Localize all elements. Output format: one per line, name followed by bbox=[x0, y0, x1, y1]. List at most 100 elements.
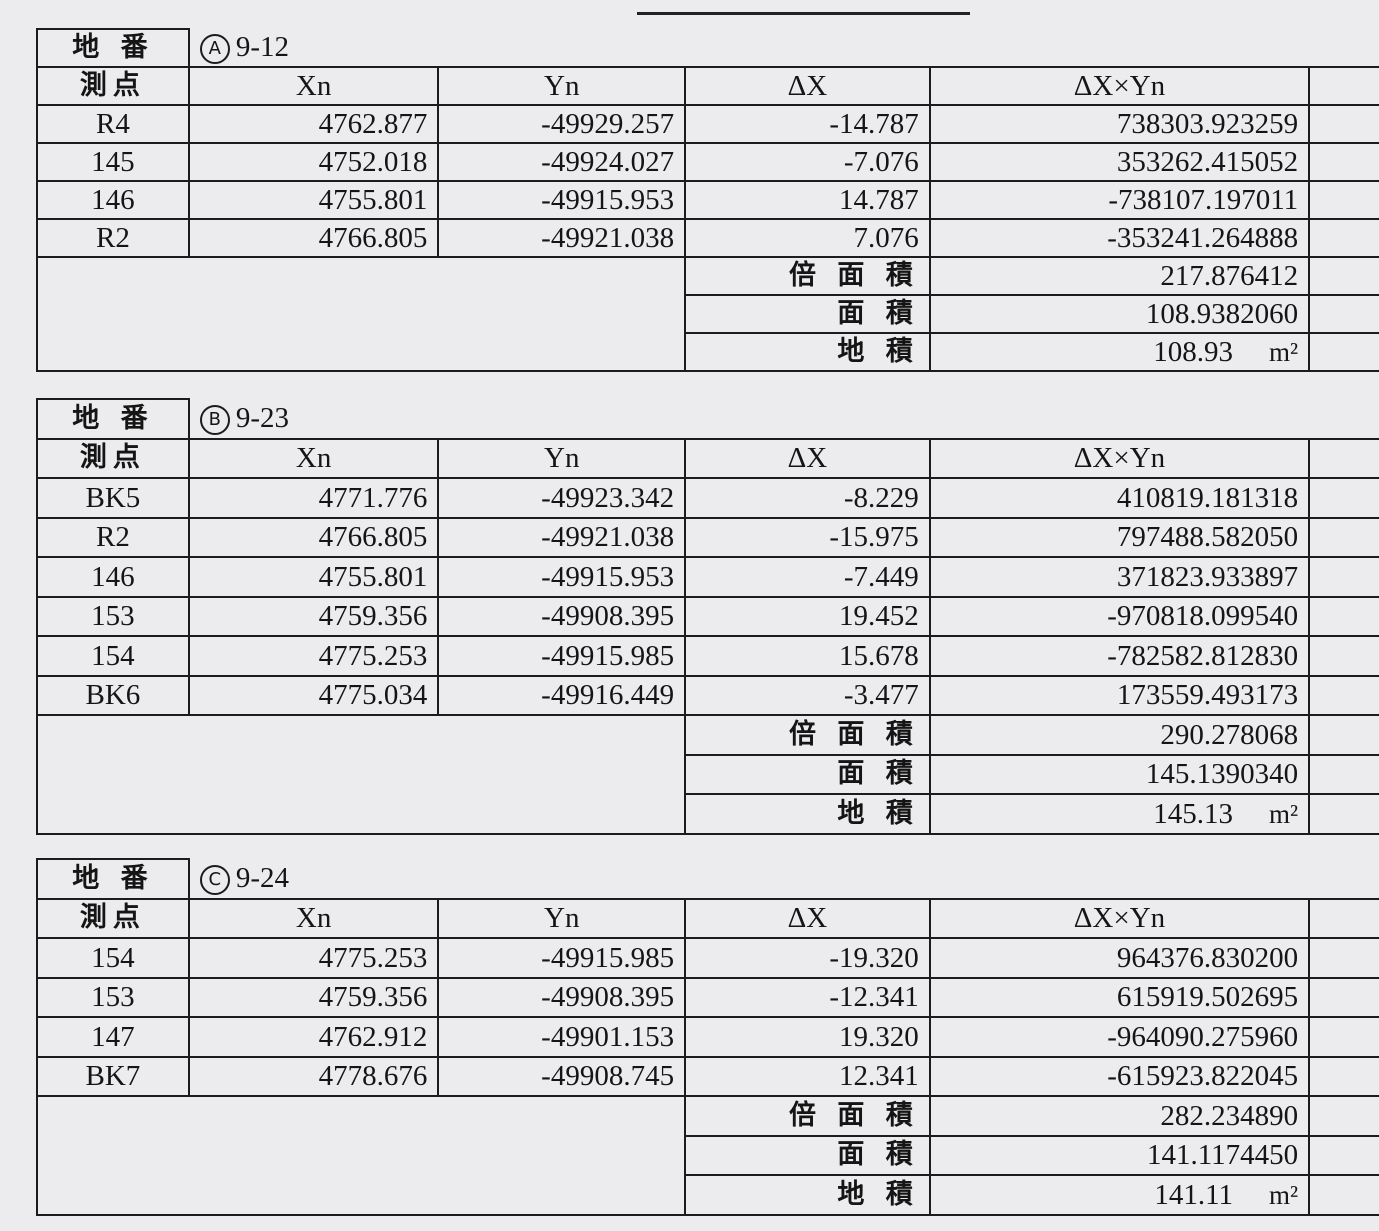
column-header-dxyn: ΔX×Yn bbox=[928, 437, 1311, 479]
point-cell: BK7 bbox=[36, 1055, 190, 1097]
parcel-mark-circle: B bbox=[199, 404, 230, 435]
table-row: 154 4775.253 -49915.985 15.678 -782582.81283… bbox=[36, 635, 1379, 677]
dxyn-cell: -615923.822045 bbox=[928, 1055, 1311, 1097]
dx-cell: -7.449 bbox=[684, 556, 931, 598]
point-cell: BK6 bbox=[36, 674, 190, 716]
yn-cell: -49921.038 bbox=[437, 218, 687, 258]
yn-cell: -49908.395 bbox=[437, 976, 687, 1018]
yn-cell: -49908.745 bbox=[437, 1055, 687, 1097]
dx-cell: -19.320 bbox=[684, 937, 931, 979]
column-header-dxyn: ΔX×Yn bbox=[928, 66, 1311, 106]
table-row: BK7 4778.676 -49908.745 12.341 -615923.82204… bbox=[36, 1055, 1379, 1097]
parcel-table: 地 番 A 9-12 測点 Xn Yn ΔX ΔX×Yn R4 4762.877 -49929.25… bbox=[35, 28, 1379, 372]
column-header-dx: ΔX bbox=[684, 66, 931, 106]
parcel-label: 地 番 bbox=[36, 398, 190, 440]
xn-cell: 4778.676 bbox=[187, 1055, 440, 1097]
yn-cell: -49915.953 bbox=[437, 556, 687, 598]
land-area-label: 地 積 bbox=[684, 1174, 931, 1216]
area-number: 145.1390340 bbox=[1145, 758, 1299, 791]
column-header-row: 測点 Xn Yn ΔX ΔX×Yn bbox=[36, 66, 1379, 106]
dxyn-cell: 738303.923259 bbox=[928, 104, 1311, 144]
extra-cell bbox=[1308, 1095, 1379, 1137]
point-cell: 154 bbox=[36, 635, 190, 677]
extra-cell bbox=[1308, 976, 1379, 1018]
area-value: 108.9382060 bbox=[928, 294, 1311, 334]
table-row: 145 4752.018 -49924.027 -7.076 353262.415052 bbox=[36, 142, 1379, 182]
table-row: 146 4755.801 -49915.953 -7.449 371823.933897 bbox=[36, 556, 1379, 598]
column-header-xn: Xn bbox=[187, 897, 440, 939]
area-label: 面 積 bbox=[684, 294, 931, 334]
dx-cell: 12.341 bbox=[684, 1055, 931, 1097]
land-area-label: 地 積 bbox=[684, 332, 931, 372]
dxyn-cell: -964090.275960 bbox=[928, 1016, 1311, 1058]
dxyn-cell: -738107.197011 bbox=[928, 180, 1311, 220]
yn-cell: -49901.153 bbox=[437, 1016, 687, 1058]
dxyn-cell: 964376.830200 bbox=[928, 937, 1311, 979]
dxyn-cell: -970818.099540 bbox=[928, 595, 1311, 637]
extra-cell bbox=[1308, 793, 1379, 835]
column-header-row: 測点 Xn Yn ΔX ΔX×Yn bbox=[36, 897, 1379, 939]
dxyn-cell: 410819.181318 bbox=[928, 477, 1311, 519]
dx-cell: -12.341 bbox=[684, 976, 931, 1018]
xn-cell: 4771.776 bbox=[187, 477, 440, 519]
point-cell: 146 bbox=[36, 180, 190, 220]
extra-cell bbox=[1308, 674, 1379, 716]
parcel-row: 地 番 B 9-23 bbox=[36, 398, 1379, 440]
summary-row-land-area: 地 積 141.11 m² bbox=[37, 1174, 1379, 1216]
point-cell: 146 bbox=[36, 556, 190, 598]
yn-cell: -49924.027 bbox=[437, 142, 687, 182]
double-area-label: 倍 面 積 bbox=[684, 256, 931, 296]
xn-cell: 4766.805 bbox=[187, 516, 440, 558]
extra-cell bbox=[1308, 256, 1379, 296]
column-header-yn: Yn bbox=[437, 437, 687, 479]
summary-row-double-area: 倍 面 積 282.234890 bbox=[35, 1095, 1379, 1216]
extra-cell bbox=[1308, 714, 1379, 756]
table-row: 147 4762.912 -49901.153 19.320 -964090.27596… bbox=[36, 1016, 1379, 1058]
land-area-number: 141.11 bbox=[1154, 1178, 1234, 1211]
extra-cell bbox=[1308, 218, 1379, 258]
column-header-point_label: 測点 bbox=[36, 66, 190, 106]
dxyn-cell: 353262.415052 bbox=[928, 142, 1311, 182]
column-header-yn: Yn bbox=[437, 66, 687, 106]
land-area-label: 地 積 bbox=[684, 793, 931, 835]
table-row: 154 4775.253 -49915.985 -19.320 964376.83020… bbox=[36, 937, 1379, 979]
double-area-number: 282.234890 bbox=[1160, 1099, 1299, 1132]
xn-cell: 4752.018 bbox=[187, 142, 440, 182]
column-header-xn: Xn bbox=[187, 66, 440, 106]
parcel-number-cell: C 9-24 bbox=[187, 859, 1379, 900]
column-header-extra bbox=[1308, 437, 1379, 479]
dx-cell: 7.076 bbox=[684, 218, 931, 258]
column-header-yn: Yn bbox=[437, 897, 687, 939]
table-row: R2 4766.805 -49921.038 7.076 -353241.264888 bbox=[36, 218, 1379, 258]
yn-cell: -49915.985 bbox=[437, 937, 687, 979]
extra-cell bbox=[1308, 332, 1379, 372]
dxyn-cell: -353241.264888 bbox=[928, 218, 1311, 258]
land-area-number: 145.13 bbox=[1153, 797, 1234, 830]
yn-cell: -49916.449 bbox=[437, 674, 687, 716]
parcel-mark-circle: C bbox=[199, 864, 230, 895]
table-row: 153 4759.356 -49908.395 19.452 -970818.09954… bbox=[36, 595, 1379, 637]
yn-cell: -49908.395 bbox=[437, 595, 687, 637]
dx-cell: 15.678 bbox=[684, 635, 931, 677]
land-area-value: 145.13 m² bbox=[928, 793, 1311, 835]
xn-cell: 4759.356 bbox=[187, 976, 440, 1018]
xn-cell: 4755.801 bbox=[187, 556, 440, 598]
area-label: 面 積 bbox=[684, 1134, 931, 1176]
column-header-dx: ΔX bbox=[684, 437, 931, 479]
land-area-value: 108.93 m² bbox=[928, 332, 1311, 372]
dxyn-cell: 371823.933897 bbox=[928, 556, 1311, 598]
extra-cell bbox=[1308, 1174, 1379, 1216]
dxyn-cell: -782582.812830 bbox=[928, 635, 1311, 677]
point-cell: 153 bbox=[36, 976, 190, 1018]
extra-cell bbox=[1308, 104, 1379, 144]
parcel-mark-circle: A bbox=[199, 34, 230, 65]
summary-row-double-area: 倍 面 積 290.278068 bbox=[35, 714, 1379, 835]
dx-cell: -15.975 bbox=[684, 516, 931, 558]
dx-cell: -3.477 bbox=[684, 674, 931, 716]
column-header-point_label: 測点 bbox=[36, 897, 190, 939]
summary-row-area: 面 積 108.9382060 bbox=[37, 294, 1379, 334]
extra-cell bbox=[1308, 635, 1379, 677]
point-cell: R2 bbox=[36, 516, 190, 558]
table-row: 146 4755.801 -49915.953 14.787 -738107.19701… bbox=[36, 180, 1379, 220]
land-area-value: 141.11 m² bbox=[928, 1174, 1311, 1216]
